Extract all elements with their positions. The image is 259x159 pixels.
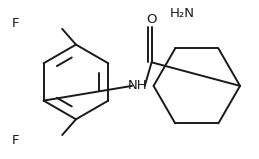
Text: O: O	[146, 13, 157, 26]
Text: F: F	[11, 17, 19, 30]
Text: F: F	[11, 134, 19, 147]
Text: H₂N: H₂N	[170, 7, 195, 20]
Text: NH: NH	[128, 79, 148, 92]
